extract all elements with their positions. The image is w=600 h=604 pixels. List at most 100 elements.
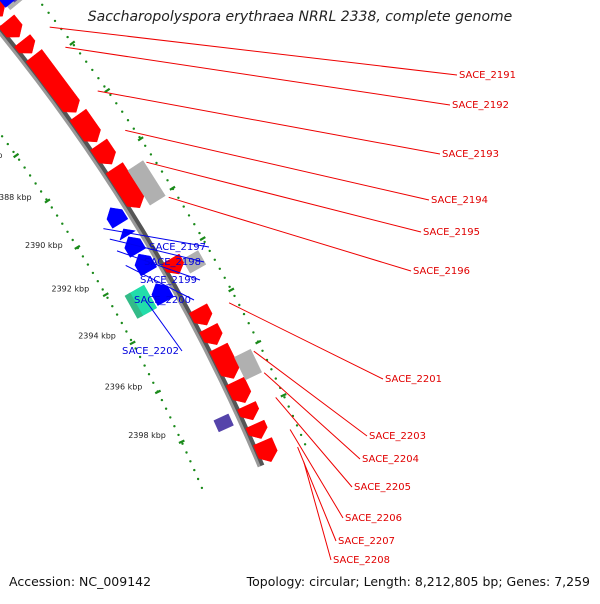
tick-dot: [274, 377, 277, 380]
forward-gene-arrow[interactable]: [90, 138, 116, 165]
tick-mark: [44, 198, 51, 204]
tick-dot: [115, 102, 118, 105]
gene-label-sace-2206[interactable]: SACE_2206: [345, 513, 402, 524]
tick-dot: [138, 355, 142, 359]
tick-dot: [200, 486, 204, 490]
tick-mark: [104, 87, 111, 94]
gene-label-sace-2207[interactable]: SACE_2207: [338, 536, 395, 547]
tick-dot: [164, 407, 168, 410]
tick-dot: [0, 135, 4, 138]
scale-label: 2392 kbp: [51, 285, 89, 294]
leader-line: [168, 196, 412, 272]
tick-dot: [120, 321, 124, 325]
tick-dot: [34, 182, 37, 185]
scale-label: 2394 kbp: [78, 332, 116, 341]
tick-mark: [199, 236, 206, 242]
gene-label-sace-2194[interactable]: SACE_2194: [431, 195, 488, 206]
tick-mark: [129, 340, 136, 346]
gene-label-sace-2203[interactable]: SACE_2203: [369, 431, 426, 442]
tick-mark: [178, 439, 185, 445]
tick-dot: [72, 44, 76, 47]
forward-gene-arrow[interactable]: [209, 342, 240, 379]
gene-label-sace-2191[interactable]: SACE_2191: [459, 70, 516, 81]
reverse-gene-arrow[interactable]: [0, 0, 16, 8]
tick-dot: [247, 322, 250, 325]
forward-gene-arrow[interactable]: [245, 419, 268, 439]
tick-dot: [28, 174, 32, 177]
tick-dot: [283, 396, 286, 399]
tick-dot: [47, 11, 50, 14]
tick-dot: [303, 443, 307, 446]
tick-dot: [126, 119, 130, 122]
tick-dot: [66, 230, 69, 233]
reverse-gene-arrow[interactable]: [124, 236, 147, 258]
other-feature[interactable]: [213, 413, 234, 433]
map-title: Saccharopolyspora erythraea NRRL 2338, c…: [87, 9, 513, 25]
gc-skew-bar[interactable]: [234, 348, 263, 381]
tick-dot: [106, 296, 109, 299]
scale-label: 2386 kbp: [0, 151, 2, 160]
tick-dot: [147, 373, 151, 376]
tick-dot: [39, 190, 43, 193]
gene-label-sace-2208[interactable]: SACE_2208: [333, 555, 390, 566]
gc-skew-bar[interactable]: [127, 160, 166, 206]
tick-dot: [23, 166, 26, 169]
gene-label-sace-2202[interactable]: SACE_2202: [122, 346, 179, 357]
forward-gene-arrow[interactable]: [69, 108, 101, 143]
leader-line: [303, 461, 332, 561]
tick-mark: [137, 136, 144, 142]
tick-dot: [149, 153, 153, 156]
gene-label-sace-2197[interactable]: SACE_2197: [149, 242, 206, 253]
tick-dot: [125, 330, 128, 333]
gc-skew-bar[interactable]: [182, 250, 207, 274]
forward-gene-arrow[interactable]: [253, 437, 278, 462]
gene-label-sace-2195[interactable]: SACE_2195: [423, 227, 480, 238]
tick-dot: [41, 3, 44, 6]
tick-dot: [97, 77, 100, 80]
tick-mark: [255, 339, 262, 345]
gene-label-sace-2196[interactable]: SACE_2196: [413, 266, 470, 277]
tick-dot: [121, 110, 124, 113]
tick-dot: [61, 222, 64, 225]
tick-mark: [169, 185, 176, 191]
gene-label-sace-2201[interactable]: SACE_2201: [385, 374, 442, 385]
tick-dot: [295, 424, 299, 427]
tick-dot: [213, 258, 216, 261]
rna-gene-shadow[interactable]: [124, 292, 144, 319]
forward-gene-arrow[interactable]: [105, 162, 145, 209]
leader-line: [109, 238, 205, 263]
leader-line: [97, 90, 441, 155]
forward-gene-arrow[interactable]: [188, 303, 213, 326]
reverse-gene-arrow[interactable]: [106, 207, 129, 229]
tick-dot: [55, 214, 59, 217]
forward-gene-arrow[interactable]: [14, 34, 36, 54]
tick-dot: [177, 433, 180, 437]
tick-dot: [218, 267, 221, 270]
forward-gene-arrow[interactable]: [25, 49, 80, 113]
gene-label-sace-2193[interactable]: SACE_2193: [442, 149, 499, 160]
genome-summary-label: Topology: circular; Length: 8,212,805 bp…: [246, 574, 590, 589]
gene-label-sace-2200[interactable]: SACE_2200: [134, 295, 191, 306]
forward-gene-arrow[interactable]: [237, 401, 260, 421]
forward-gene-arrow[interactable]: [199, 322, 223, 345]
accession-label: Accession: NC_009142: [9, 574, 152, 589]
tick-dot: [181, 442, 184, 445]
tick-dot: [242, 312, 246, 316]
gene-label-sace-2199[interactable]: SACE_2199: [140, 275, 197, 286]
tick-dot: [109, 93, 112, 97]
tick-dot: [101, 288, 104, 291]
gene-label-sace-2198[interactable]: SACE_2198: [144, 257, 201, 268]
forward-gene-arrow[interactable]: [0, 14, 23, 38]
tick-mark: [154, 389, 162, 395]
tick-dot: [287, 405, 290, 408]
forward-gene-arrow[interactable]: [225, 376, 252, 403]
leader-line: [228, 302, 384, 380]
gene-label-sace-2204[interactable]: SACE_2204: [362, 454, 419, 465]
leader-line: [49, 26, 458, 76]
gene-label-sace-2192[interactable]: SACE_2192: [452, 100, 509, 111]
tick-dot: [71, 238, 74, 242]
tick-dot: [53, 19, 57, 23]
genome-backbone: [0, 31, 261, 468]
gene-label-sace-2205[interactable]: SACE_2205: [354, 482, 411, 493]
